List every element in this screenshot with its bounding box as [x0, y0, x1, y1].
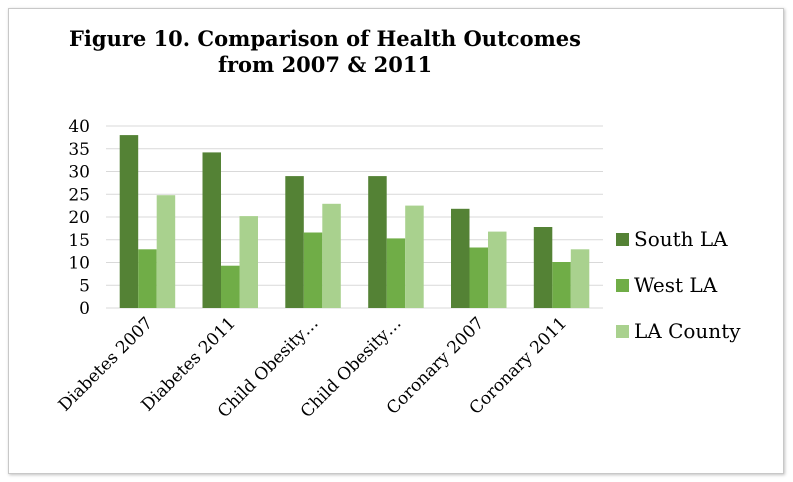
y-tick-label: 30 [68, 163, 90, 183]
legend-label: South LA [634, 227, 728, 251]
bar [570, 249, 590, 308]
legend-label: West LA [634, 273, 718, 297]
bar [156, 195, 176, 308]
y-tick-label: 35 [68, 140, 90, 160]
bar [368, 176, 387, 308]
bar [451, 208, 470, 308]
y-tick-label: 15 [68, 231, 90, 251]
legend-item: LA County [616, 319, 741, 343]
bar [533, 227, 553, 308]
bar [221, 265, 240, 308]
y-tick-label: 10 [68, 254, 90, 274]
bars [119, 135, 590, 308]
bar [322, 203, 341, 308]
bar [386, 238, 406, 308]
legend-label: LA County [634, 319, 741, 343]
bar [552, 262, 571, 308]
chart-title: Figure 10. Comparison of Health Outcomes… [0, 26, 650, 78]
y-tick-label: 25 [68, 185, 90, 205]
y-tick-label: 5 [79, 276, 90, 296]
bar [469, 247, 488, 308]
bar [138, 249, 157, 308]
legend-swatch [616, 233, 629, 246]
bar [202, 152, 221, 308]
bar [488, 231, 507, 308]
bar [239, 216, 258, 308]
y-tick-label: 0 [79, 299, 90, 319]
gridlines [106, 125, 603, 309]
bar [405, 205, 424, 308]
chart-title-line-1: Figure 10. Comparison of Health Outcomes [69, 26, 581, 51]
legend-swatch [616, 325, 629, 338]
legend: South LA West LA LA County [616, 227, 741, 343]
legend-item: South LA [616, 227, 728, 251]
y-tick-label: 40 [68, 117, 90, 137]
bar [285, 176, 304, 308]
bar [119, 135, 139, 308]
legend-swatch [616, 279, 629, 292]
legend-item: West LA [616, 273, 718, 297]
chart-title-line-2: from 2007 & 2011 [217, 52, 433, 77]
y-tick-label: 20 [68, 208, 90, 228]
bar [303, 232, 323, 308]
